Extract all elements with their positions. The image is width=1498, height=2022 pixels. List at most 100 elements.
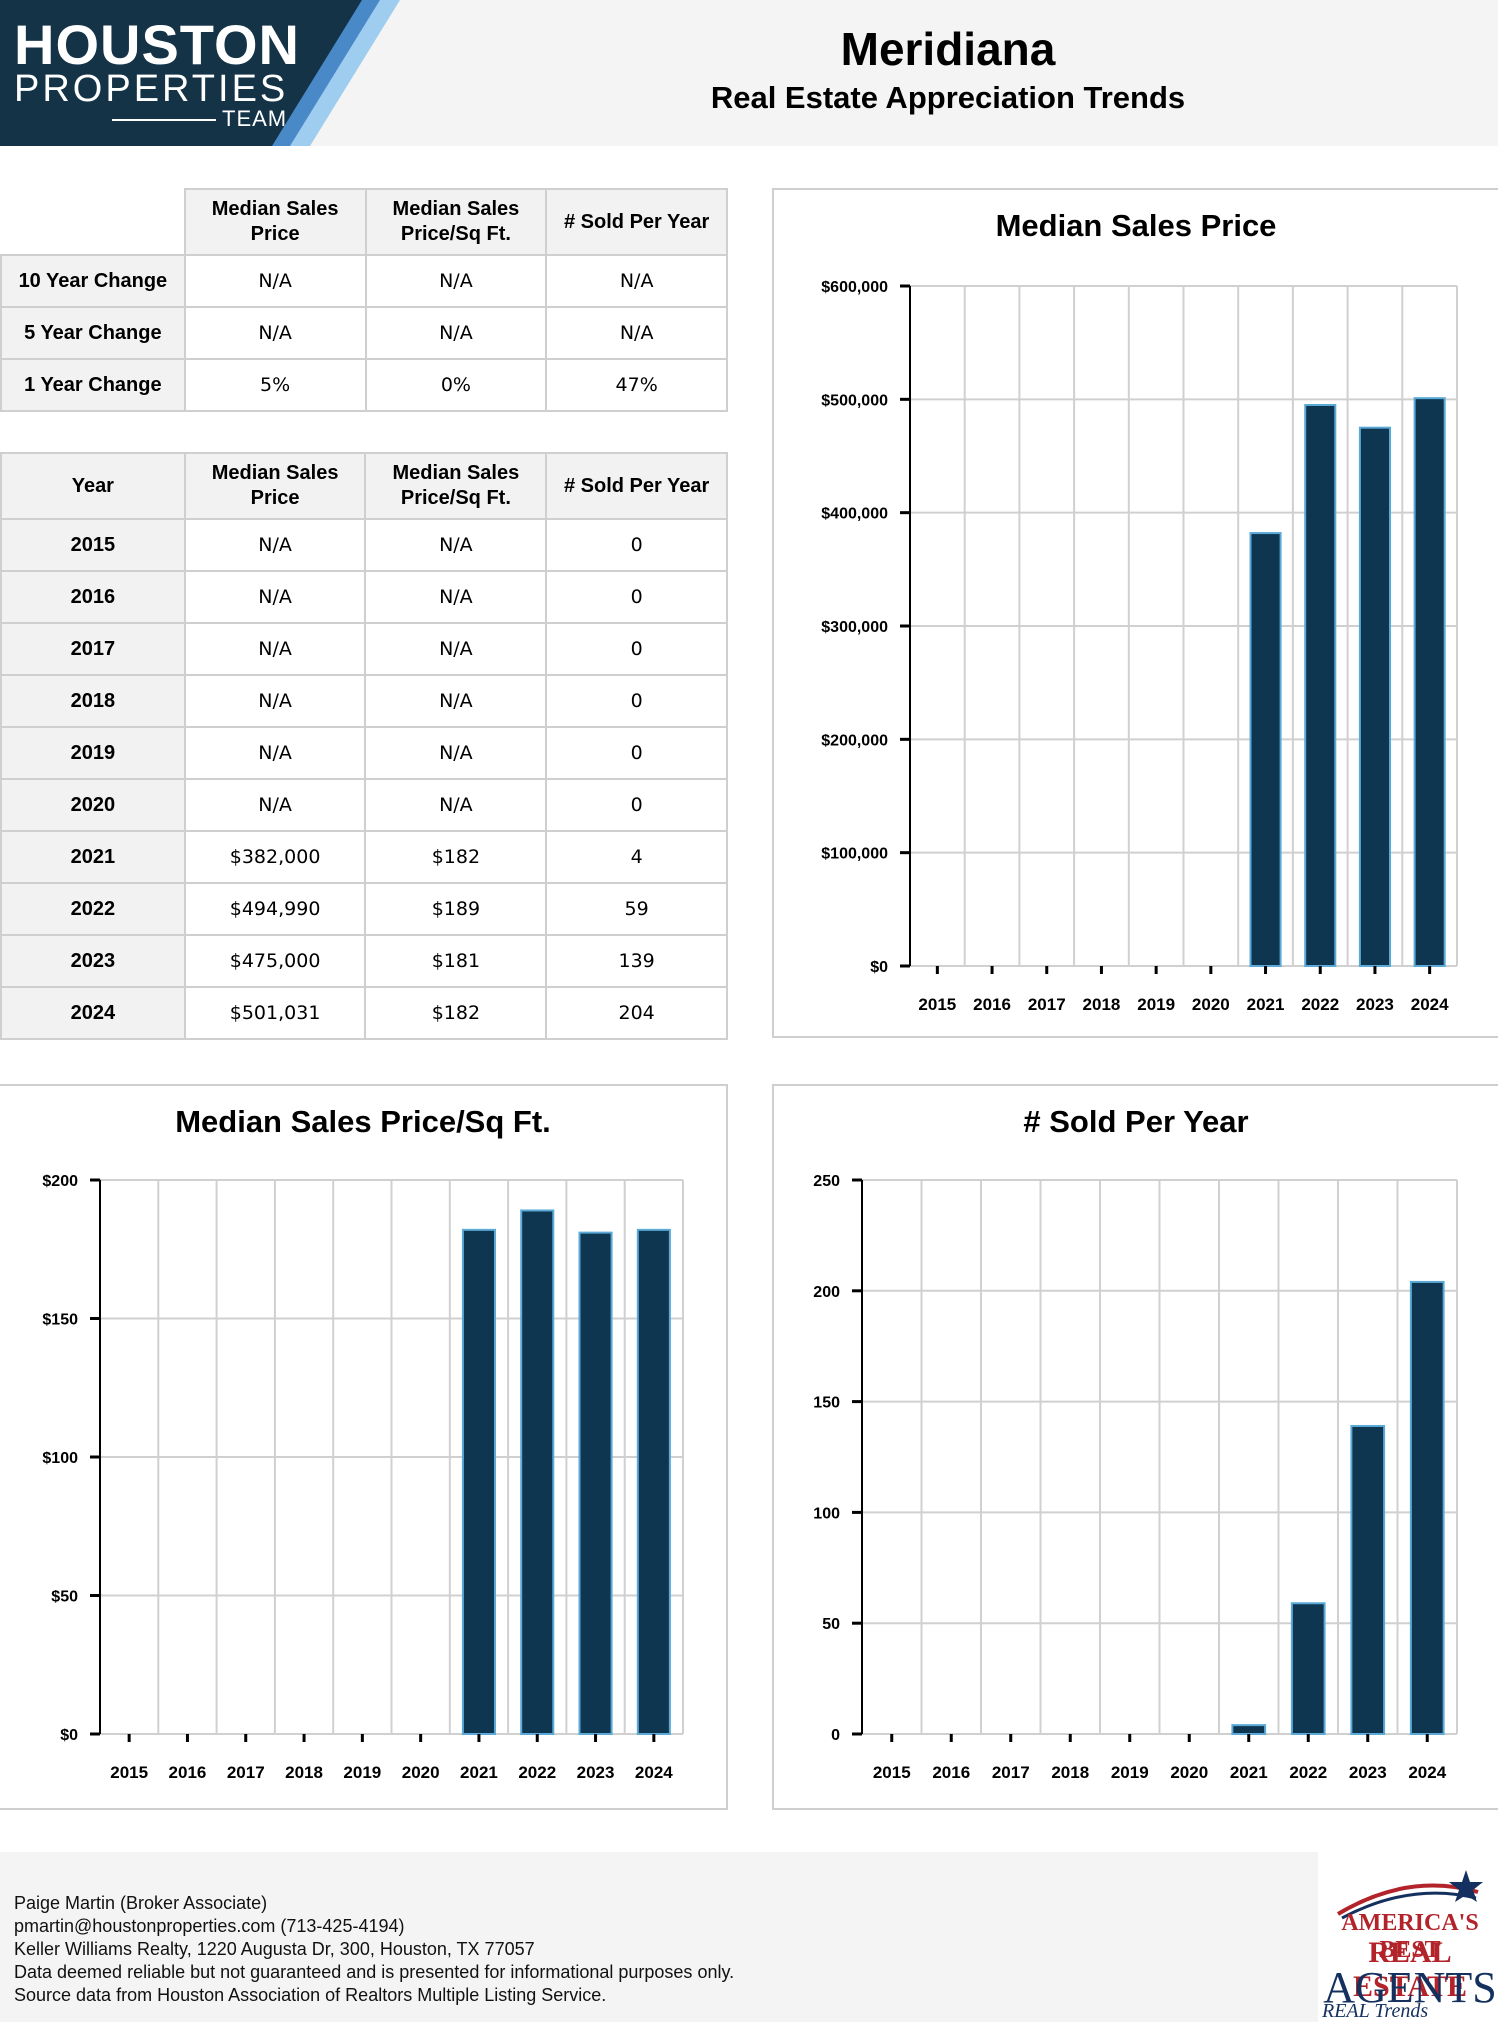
cell-year: 2023 (0, 934, 186, 988)
column-header-price: Median Sales Price (183, 452, 367, 520)
cell-sold: 0 (545, 622, 728, 676)
change-summary-table: Median Sales Price Median Sales Price/Sq… (0, 188, 728, 412)
bar-2024 (1413, 397, 1446, 968)
cell-sold: 204 (545, 986, 728, 1040)
cell-sqft: $182 (364, 986, 548, 1040)
cell-price: N/A (183, 622, 367, 676)
table-row: 2023 $475,000 $181 139 (0, 934, 728, 988)
x-tick-label: 2020 (402, 1763, 440, 1782)
cell-year: 2018 (0, 674, 186, 728)
x-tick-label: 2017 (992, 1763, 1030, 1782)
column-header-sqft: Median Sales Price/Sq Ft. (364, 188, 548, 256)
column-header-year: Year (0, 452, 186, 520)
y-tick-label: 0 (831, 1727, 840, 1744)
x-tick-label: 2017 (227, 1763, 265, 1782)
logo-divider (112, 119, 216, 121)
x-tick-label: 2023 (577, 1763, 615, 1782)
table-row: 2016 N/A N/A 0 (0, 570, 728, 624)
x-tick-label: 2022 (1301, 995, 1339, 1014)
x-tick-label: 2020 (1192, 995, 1230, 1014)
x-tick-label: 2016 (932, 1763, 970, 1782)
table-row: 2017 N/A N/A 0 (0, 622, 728, 676)
table-row: 2020 N/A N/A 0 (0, 778, 728, 832)
y-tick-label: $200 (42, 1173, 78, 1190)
badge-star-swoosh (1336, 1870, 1483, 1920)
badge-text-line3: AGENTS (1323, 1963, 1497, 2012)
office-address: Keller Williams Realty, 1220 Augusta Dr,… (14, 1939, 535, 1959)
cell-year: 2015 (0, 518, 186, 572)
row-label: 5 Year Change (0, 306, 186, 360)
y-tick-label: $600,000 (821, 279, 888, 296)
cell-sold: N/A (545, 306, 728, 360)
x-tick-label: 2021 (460, 1763, 498, 1782)
y-tick-label: 100 (813, 1505, 840, 1522)
agent-contact: pmartin@houstonproperties.com (713-425-4… (14, 1916, 405, 1936)
cell-year: 2019 (0, 726, 186, 780)
page-header: HOUSTON PROPERTIES TEAM Meridiana Real E… (0, 0, 1498, 146)
yearly-data-table: Year Median Sales Price Median Sales Pri… (0, 452, 728, 1040)
cell-sold: 0 (545, 518, 728, 572)
disclaimer: Data deemed reliable but not guaranteed … (14, 1962, 735, 1982)
column-header-sold: # Sold Per Year (545, 188, 728, 256)
logo-word-houston: HOUSTON (14, 13, 300, 76)
cell-sqft: N/A (364, 622, 548, 676)
y-tick-label: 50 (822, 1616, 840, 1633)
cell-sold: N/A (545, 254, 728, 308)
badge-text-line2: REAL ESTATE (1353, 1936, 1467, 2003)
bar-2023 (1350, 1424, 1386, 1735)
y-tick-label: $150 (42, 1312, 78, 1329)
table-row: 2024 $501,031 $182 204 (0, 986, 728, 1040)
x-tick-label: 2022 (518, 1763, 556, 1782)
bar-2021 (1231, 1724, 1267, 1735)
data-source: Source data from Houston Association of … (14, 1985, 607, 2005)
price-per-sqft-chart: $0 $50 $100 $150 $200 2015 2016 2017 2018 2019 202… (42, 1173, 684, 1782)
x-tick-label: 2016 (169, 1763, 207, 1782)
column-header-sqft: Median Sales Price/Sq Ft. (364, 452, 548, 520)
y-tick-label: $500,000 (821, 392, 888, 409)
x-tick-label: 2015 (110, 1763, 148, 1782)
price-per-sqft-chart-panel: Median Sales Price/Sq Ft. $0 $50 $100 $150 $… (0, 1084, 728, 1810)
cell-year: 2017 (0, 622, 186, 676)
cell-price: 5% (183, 358, 367, 412)
chart-title: Median Sales Price (995, 208, 1277, 243)
cell-price: $382,000 (183, 830, 367, 884)
cell-sold: 59 (545, 882, 728, 936)
table-row: 2015 N/A N/A 0 (0, 518, 728, 572)
bar-2022 (1290, 1602, 1326, 1735)
footer-contact-block: Paige Martin (Broker Associate) pmartin@… (14, 1892, 734, 2007)
x-tick-label: 2024 (635, 1763, 673, 1782)
page-footer: Paige Martin (Broker Associate) pmartin@… (0, 1852, 1498, 2022)
x-tick-label: 2018 (1083, 995, 1121, 1014)
agent-name: Paige Martin (Broker Associate) (14, 1893, 268, 1913)
x-tick-label: 2019 (343, 1763, 381, 1782)
x-tick-label: 2021 (1247, 995, 1285, 1014)
cell-sqft: N/A (364, 674, 548, 728)
column-header-price: Median Sales Price (183, 188, 367, 256)
cell-sold: 4 (545, 830, 728, 884)
median-sales-price-chart: $0 $100,000 $200,000 $300,000 $400,000 $500,0… (821, 279, 1458, 1014)
x-tick-label: 2019 (1137, 995, 1175, 1014)
cell-sqft: 0% (364, 358, 548, 412)
cell-price: $475,000 (183, 934, 367, 988)
cell-sqft: N/A (364, 306, 548, 360)
x-tick-label: 2015 (873, 1763, 911, 1782)
cell-sold: 0 (545, 674, 728, 728)
bar-2021 (1249, 532, 1282, 967)
x-tick-label: 2021 (1230, 1763, 1268, 1782)
table-row: 2019 N/A N/A 0 (0, 726, 728, 780)
bar-2024 (1409, 1280, 1445, 1735)
x-tick-label: 2023 (1356, 995, 1394, 1014)
median-sales-price-chart-panel: Median Sales Price $0 $100,000 $200,000 $30… (772, 188, 1498, 1038)
x-tick-label: 2018 (1051, 1763, 1089, 1782)
cell-year: 2021 (0, 830, 186, 884)
sold-per-year-chart: 0 50 100 150 200 250 2015 2016 2017 2018 2019 2020 2… (813, 1173, 1458, 1782)
cell-sqft: N/A (364, 726, 548, 780)
row-label: 1 Year Change (0, 358, 186, 412)
cell-sold: 0 (545, 778, 728, 832)
bar-2021 (461, 1228, 496, 1736)
y-tick-label: $400,000 (821, 506, 888, 523)
badge-text-line4: REAL Trends (1322, 2000, 1429, 2022)
column-header-sold: # Sold Per Year (545, 452, 728, 520)
y-tick-label: $300,000 (821, 619, 888, 636)
cell-year: 2020 (0, 778, 186, 832)
